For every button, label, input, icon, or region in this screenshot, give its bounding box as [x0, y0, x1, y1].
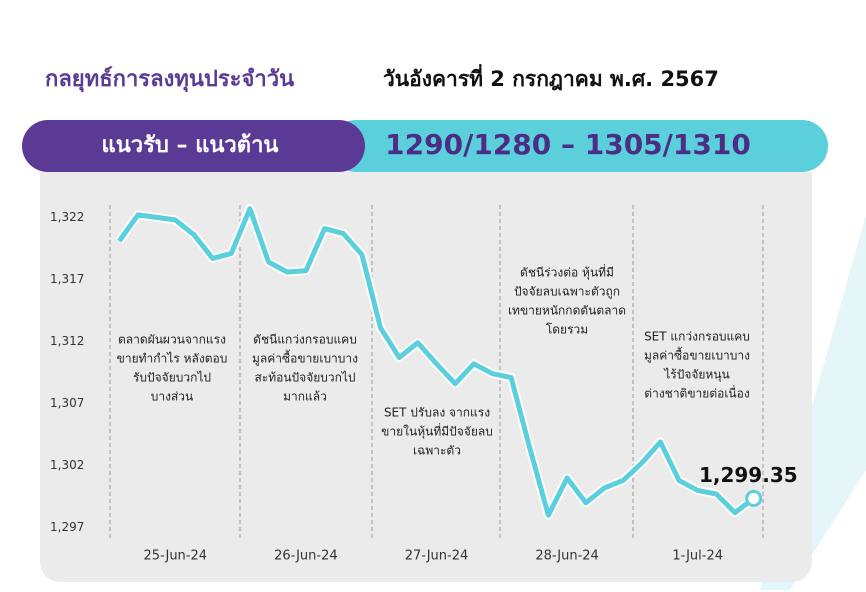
x-tick-label: 27-Jun-24: [405, 549, 469, 564]
y-tick-label: 1,297: [50, 520, 84, 534]
annotation: ขายในหุ้นที่มีปัจจัยลบ: [381, 423, 493, 440]
annotation: ดัชนีแกว่งกรอบแคบ: [253, 333, 357, 347]
annotation: ไร้ปัจจัยหนุน: [663, 368, 730, 383]
annotation: ตลาดผันผวนจากแรง: [118, 333, 226, 347]
annotation: มูลค่าซื้อขายเบาบาง: [644, 347, 750, 364]
annotation: บางส่วน: [151, 390, 193, 404]
y-tick-label: 1,307: [50, 396, 84, 410]
y-tick-label: 1,322: [50, 210, 84, 224]
annotation: SET ปรับลง จากแรง: [384, 406, 490, 420]
price-line: [117, 206, 756, 518]
page-title: กลยุทธ์การลงทุนประจำวัน: [45, 66, 294, 93]
annotation: มูลค่าซื้อขายเบาบาง: [252, 350, 358, 367]
annotation: ดัชนีร่วงต่อ หุ้นที่มี: [520, 264, 614, 281]
annotation: เทขายหนักกดดันตลาด: [508, 304, 626, 318]
annotation: มากแล้ว: [283, 390, 327, 404]
x-tick-label: 25-Jun-24: [144, 549, 208, 564]
banner-left: [22, 120, 365, 172]
banner-levels: 1290/1280 – 1305/1310: [385, 128, 751, 161]
annotation: รับปัจจัยบวกไป: [133, 371, 211, 385]
banner-right: [330, 120, 828, 172]
annotation: โดยรวม: [546, 323, 588, 337]
x-tick-label: 1-Jul-24: [672, 549, 723, 564]
annotation: สะท้อนปัจจัยบวกไป: [254, 371, 355, 385]
x-tick-label: 28-Jun-24: [535, 549, 599, 564]
annotation: ต่างชาติขายต่อเนื่อง: [644, 385, 749, 401]
y-tick-label: 1,302: [50, 458, 84, 472]
page-date: วันอังคารที่ 2 กรกฎาคม พ.ศ. 2567: [383, 63, 719, 91]
annotation: ปัจจัยลบเฉพาะตัวถูก: [514, 285, 620, 300]
annotation: ขายทำกำไร หลังตอบ: [117, 352, 228, 366]
annotation: SET แกว่งกรอบแคบ: [644, 330, 750, 344]
y-tick-label: 1,312: [50, 334, 84, 348]
end-marker: [745, 489, 763, 507]
value-label: 1,299.35: [699, 463, 798, 487]
y-tick-label: 1,317: [50, 272, 84, 286]
x-tick-label: 26-Jun-24: [274, 549, 338, 564]
banner-label: แนวรับ – แนวต้าน: [102, 133, 279, 158]
annotation: เฉพาะตัว: [413, 444, 461, 458]
